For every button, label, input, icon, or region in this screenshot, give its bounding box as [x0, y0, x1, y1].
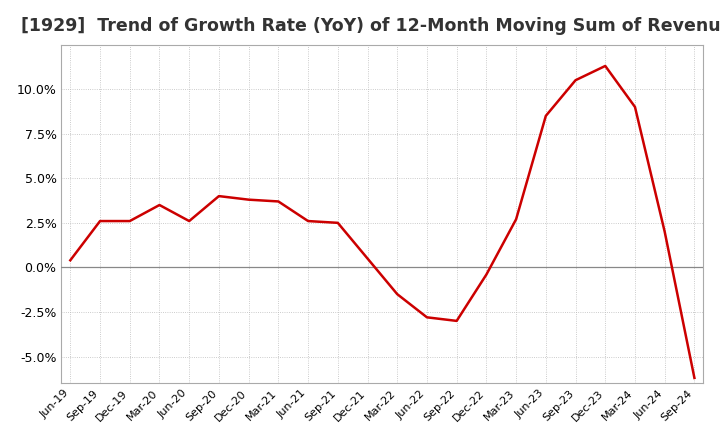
Title: [1929]  Trend of Growth Rate (YoY) of 12-Month Moving Sum of Revenues: [1929] Trend of Growth Rate (YoY) of 12-…: [22, 17, 720, 35]
